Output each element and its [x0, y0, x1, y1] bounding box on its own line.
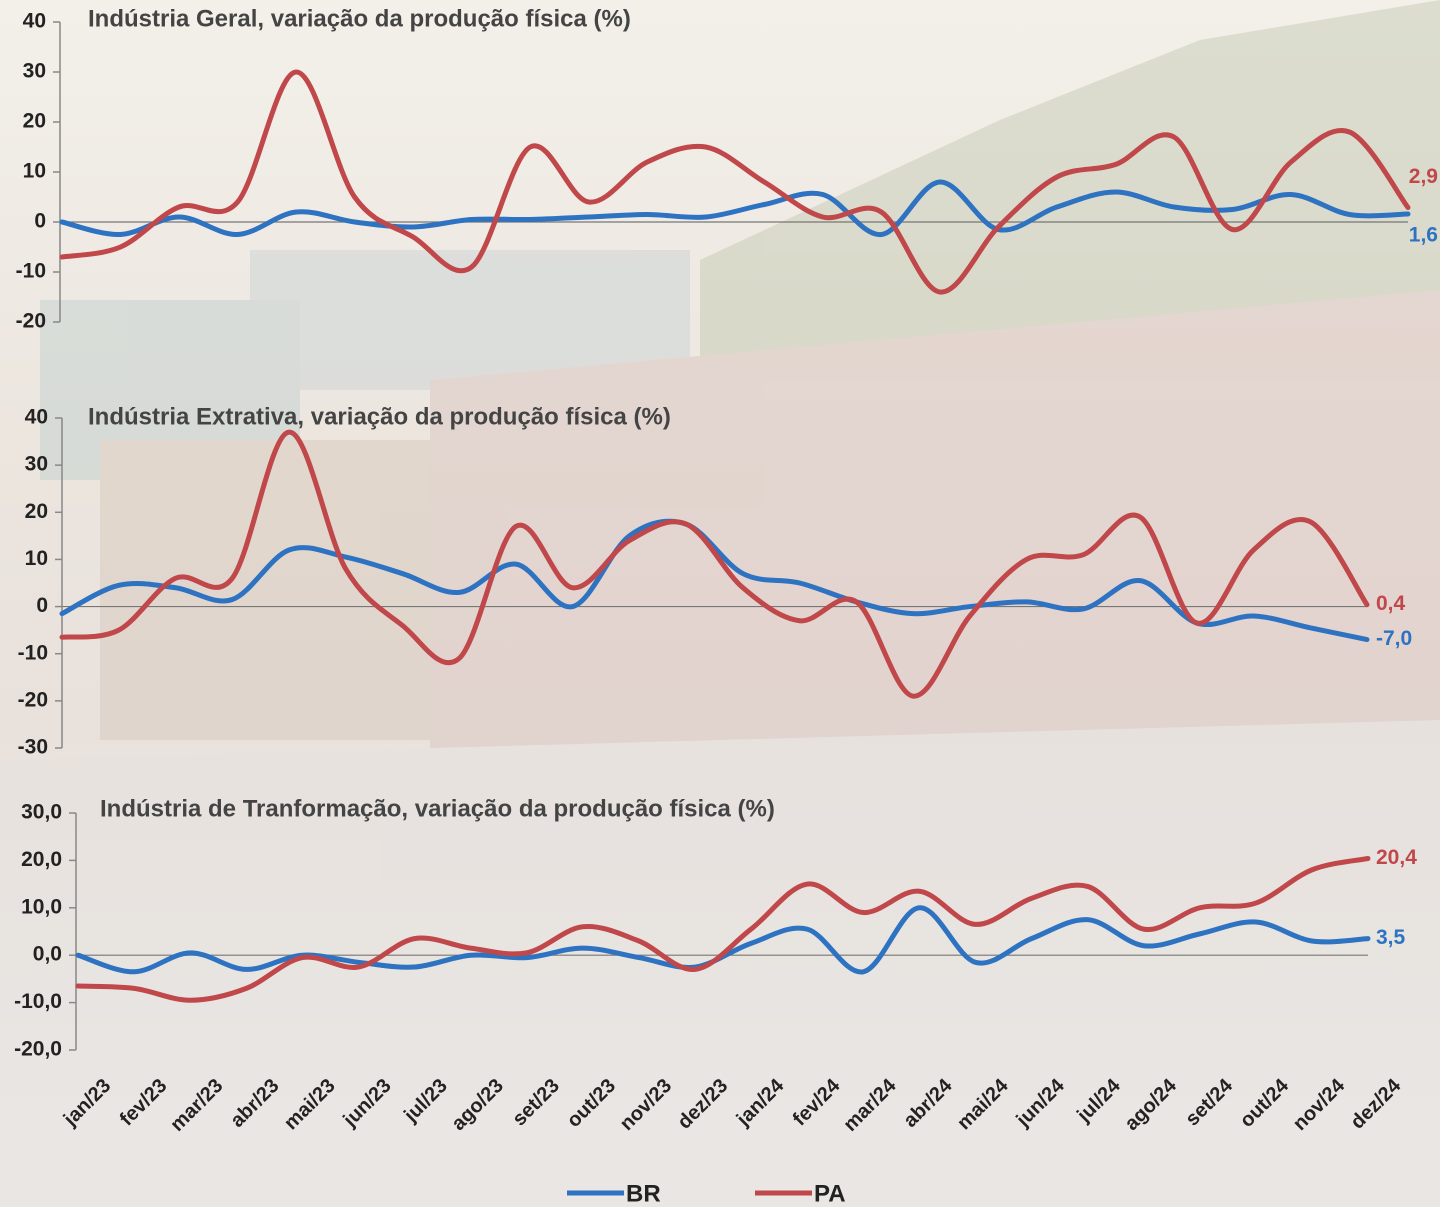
y-tick-label: 10	[25, 547, 48, 570]
y-tick-label: -20,0	[14, 1038, 62, 1061]
y-tick-label: 0	[34, 210, 46, 233]
value-label: 1,6	[1409, 224, 1438, 247]
value-label: -7,0	[1376, 627, 1412, 650]
series-line	[75, 856, 1371, 1003]
chart-title: Indústria Extrativa, variação da produçã…	[88, 403, 671, 430]
series-line	[59, 179, 1411, 238]
chart-title: Indústria Geral, variação da produção fí…	[88, 5, 631, 32]
legend-label: BR	[626, 1180, 661, 1207]
value-label: 3,5	[1376, 926, 1406, 949]
value-label: 20,4	[1376, 846, 1417, 869]
y-tick-label: 40	[23, 10, 46, 33]
y-tick-label: 0	[36, 594, 48, 617]
series-line	[59, 69, 1411, 295]
y-tick-label: 10,0	[21, 895, 62, 918]
legend: BR PA	[567, 1180, 846, 1207]
y-tick-label: 20	[23, 110, 46, 133]
value-label: 0,4	[1376, 592, 1406, 615]
legend-label: PA	[814, 1180, 846, 1207]
y-tick-label: 20,0	[21, 848, 62, 871]
y-tick-label: 40	[25, 406, 48, 429]
y-tick-label: 30	[25, 453, 48, 476]
series-line	[59, 429, 1370, 699]
y-tick-label: 30,0	[21, 801, 62, 824]
y-tick-label: 20	[25, 500, 48, 523]
chart-title: Indústria de Tranformação, variação da p…	[100, 795, 775, 822]
y-tick-label: -20	[16, 310, 46, 333]
y-tick-label: -30	[18, 736, 48, 759]
y-tick-label: -10,0	[14, 990, 62, 1013]
y-tick-label: 0,0	[33, 943, 62, 966]
y-tick-label: 30	[23, 60, 46, 83]
y-tick-label: -10	[18, 641, 48, 664]
value-label: 2,9	[1409, 165, 1438, 188]
y-tick-label: -20	[18, 688, 48, 711]
y-tick-label: 10	[23, 160, 46, 183]
y-tick-label: -10	[16, 260, 46, 283]
